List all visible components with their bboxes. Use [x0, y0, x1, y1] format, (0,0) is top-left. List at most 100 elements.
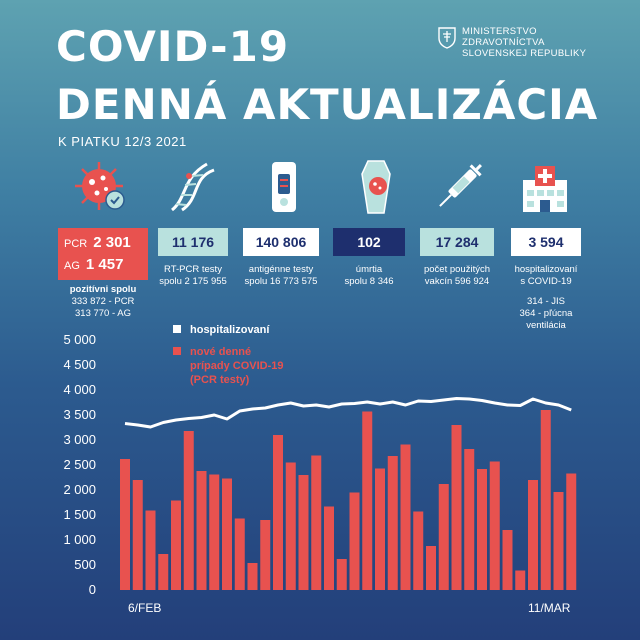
y-tick-label: 2 500 — [63, 457, 96, 472]
case-bar — [311, 455, 322, 590]
case-bar — [464, 449, 475, 590]
positive-cases-caption: pozitívni spolu 333 872 - PCR 313 770 - … — [46, 284, 160, 320]
case-bar — [158, 554, 169, 590]
hospital-icon — [523, 166, 567, 212]
case-bar — [247, 563, 258, 590]
y-tick-label: 3 000 — [63, 432, 96, 447]
case-bar — [451, 425, 462, 590]
caption-line: 313 770 - AG — [75, 308, 131, 319]
case-bar — [171, 500, 181, 590]
rtpcr-tests-box: 11 176 — [158, 228, 228, 256]
report-date: K PIATKU 12/3 2021 — [58, 134, 187, 149]
case-bar — [324, 506, 334, 590]
deaths-box: 102 — [333, 228, 405, 256]
y-tick-label: 3 500 — [63, 407, 96, 422]
deaths-caption: úmrtia spolu 8 346 — [329, 264, 409, 288]
coat-of-arms-icon — [438, 27, 456, 49]
pcr-value: 2 301 — [93, 234, 131, 251]
y-tick-label: 5 000 — [63, 332, 96, 347]
case-bar — [336, 559, 347, 590]
ministry-line: SLOVENSKEJ REPUBLIKY — [462, 48, 587, 59]
syringe-icon — [439, 164, 482, 207]
ministry-name: MINISTERSTVO ZDRAVOTNÍCTVA SLOVENSKEJ RE… — [462, 26, 586, 59]
case-bar — [477, 469, 487, 590]
caption-line: s COVID-19 — [520, 276, 572, 287]
case-bar — [413, 511, 424, 590]
coffin-icon — [361, 160, 391, 214]
legend: hospitalizovaní nové denné prípady COVID… — [173, 324, 284, 386]
caption-line: 314 - JIS — [526, 296, 566, 307]
vaccines-box: 17 284 — [420, 228, 494, 256]
title-line-1: COVID-19 — [56, 22, 290, 71]
case-bar — [285, 462, 296, 590]
caption-line: hospitalizovaní — [514, 264, 578, 275]
case-bar — [222, 478, 232, 590]
case-bar — [362, 411, 373, 590]
positive-cases-box: PCR 2 301 AG 1 457 — [58, 228, 148, 280]
cases-hospitalized-chart: 0 500 1 000 1 500 2 000 2 500 3 000 3 500 4 000 4… — [63, 324, 577, 615]
antigen-tests-box: 140 806 — [243, 228, 319, 256]
antigen-test-icon — [272, 162, 296, 212]
case-bar — [298, 475, 309, 590]
title-line-2: DENNÁ AKTUALIZÁCIA — [56, 80, 599, 129]
case-bar — [196, 471, 207, 590]
caption-line: spolu 2 175 955 — [159, 276, 227, 287]
caption-line: úmrtia — [355, 264, 383, 275]
case-bar — [553, 492, 564, 590]
case-bar — [145, 510, 156, 590]
case-bar — [566, 473, 577, 590]
case-bar — [387, 456, 398, 590]
case-bar — [426, 546, 436, 590]
case-bar — [515, 570, 526, 590]
caption-line: spolu 16 773 575 — [244, 276, 318, 287]
caption-line: antigénne testy — [248, 264, 314, 275]
hospitalized-line — [124, 397, 572, 429]
ministry-line: MINISTERSTVO — [462, 26, 537, 37]
y-tick-label: 4 500 — [63, 357, 96, 372]
ministry-line: ZDRAVOTNÍCTVA — [462, 37, 545, 48]
x-start-label: 6/FEB — [128, 601, 161, 615]
case-bar — [438, 484, 449, 590]
case-bar — [502, 530, 513, 590]
case-bar — [209, 474, 220, 590]
antigen-caption: antigénne testy spolu 16 773 575 — [233, 264, 329, 288]
y-tick-label: 2 000 — [63, 482, 96, 497]
case-bar — [273, 435, 283, 590]
legend-label-hospitalized: hospitalizovaní — [190, 324, 270, 336]
y-tick-label: 1 500 — [63, 507, 96, 522]
dna-icon — [170, 162, 215, 212]
y-tick-label: 1 000 — [63, 532, 96, 547]
case-bar — [375, 468, 385, 590]
vaccines-caption: počet použitých vakcín 596 924 — [412, 264, 502, 288]
caption-line: 364 - pľúcna ventilácia — [519, 308, 573, 331]
legend-label-cases: prípady COVID-19 — [190, 360, 284, 372]
ag-value: 1 457 — [85, 256, 124, 273]
hospitalized-caption: hospitalizovaní s COVID-19 314 - JIS 364… — [500, 264, 592, 332]
y-tick-label: 0 — [89, 582, 96, 597]
legend-swatch-cases — [173, 347, 181, 355]
rtpcr-caption: RT-PCR testy spolu 2 175 955 — [148, 264, 238, 288]
case-bar — [540, 410, 551, 590]
caption-line: spolu 8 346 — [344, 276, 394, 287]
case-bar — [349, 492, 360, 590]
caption-line: počet použitých — [423, 264, 490, 275]
x-end-label: 11/MAR — [528, 601, 571, 615]
virus-icon — [75, 162, 125, 210]
caption-line: pozitívni spolu — [69, 284, 137, 295]
y-tick-label: 4 000 — [63, 382, 96, 397]
caption-line: vakcín 596 924 — [424, 276, 490, 287]
pcr-label: PCR — [64, 238, 88, 250]
y-tick-label: 500 — [74, 557, 96, 572]
ag-label: AG — [64, 260, 80, 272]
legend-label-cases: nové denné — [190, 346, 251, 358]
case-bar — [400, 444, 411, 590]
caption-line: RT-PCR testy — [164, 264, 222, 275]
hospitalized-box: 3 594 — [511, 228, 581, 256]
case-bar — [132, 480, 143, 590]
legend-label-cases: (PCR testy) — [190, 374, 250, 386]
legend-swatch-hospitalized — [173, 325, 181, 333]
caption-line: 333 872 - PCR — [71, 296, 135, 307]
case-bar — [528, 480, 538, 590]
case-bar — [489, 461, 500, 590]
case-bar — [120, 459, 130, 590]
